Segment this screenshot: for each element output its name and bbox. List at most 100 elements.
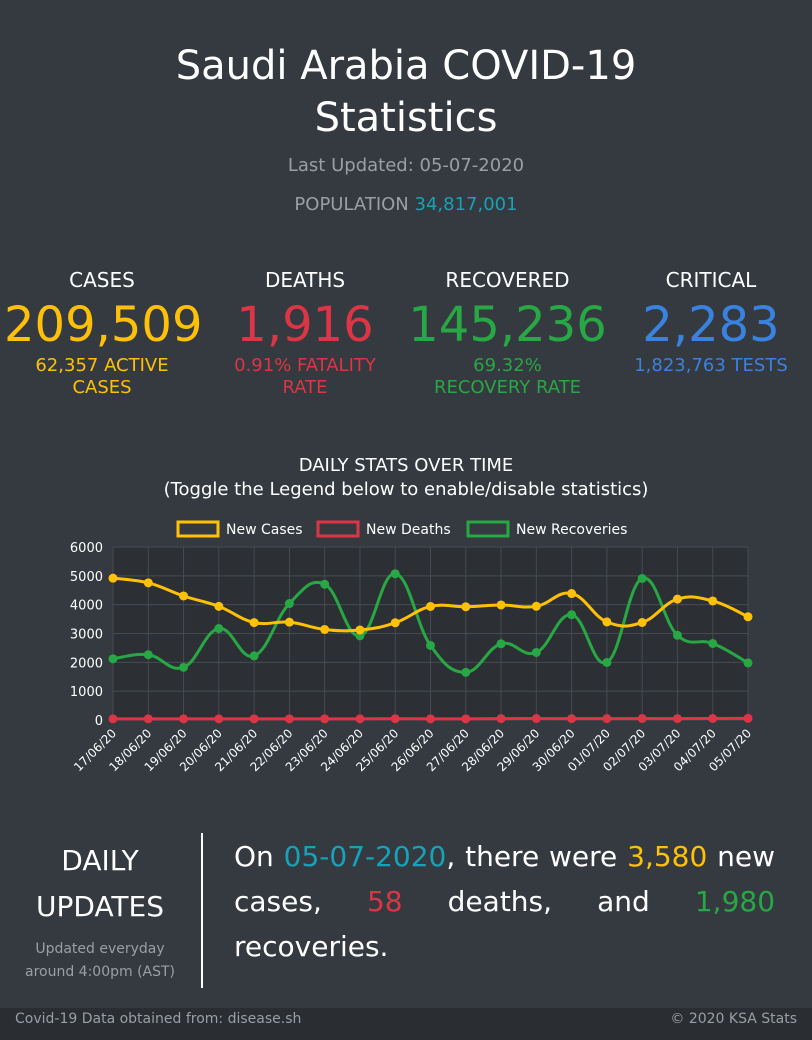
legend-label-new-deaths: New Deaths [366, 522, 451, 538]
summary-there-were: , there were [446, 840, 618, 873]
point-new-recoveries [426, 640, 435, 650]
stat-cases-sub2: CASES [72, 377, 132, 398]
footer: Covid-19 Data obtained from: disease.sh … [0, 1008, 812, 1040]
legend-swatch-new-deaths [316, 520, 360, 538]
daily-stats-chart: 010002000300040005000600017/06/2018/06/2… [70, 520, 754, 774]
point-new-cases [355, 625, 365, 635]
point-new-cases [496, 600, 506, 610]
vertical-divider [201, 833, 203, 988]
point-new-recoveries [743, 658, 753, 668]
stat-deaths-sub1: 0.91% FATALITY [234, 355, 376, 376]
footer-copyright: © 2020 KSA Stats [670, 1011, 797, 1027]
point-new-cases [108, 573, 118, 583]
stat-critical-sub1: 1,823,763 TESTS [634, 355, 788, 376]
point-new-deaths [214, 714, 224, 724]
stat-cases-value: 209,509 [4, 297, 203, 353]
daily-heading-1: DAILY [61, 844, 139, 877]
point-new-recoveries [108, 654, 118, 664]
point-new-cases [390, 618, 400, 628]
stat-recovered-sub1: 69.32% [473, 355, 542, 376]
population-value: 34,817,001 [414, 194, 518, 215]
point-new-recoveries [284, 599, 294, 609]
stat-recovered: RECOVERED 145,236 69.32% RECOVERY RATE [405, 268, 610, 398]
title-line-1: Saudi Arabia COVID-19 [175, 43, 637, 89]
daily-heading-2: UPDATES [36, 890, 164, 923]
point-new-deaths [496, 714, 506, 724]
point-new-recoveries [637, 573, 647, 583]
point-new-recoveries [531, 647, 541, 657]
stat-critical: CRITICAL 2,283 1,823,763 TESTS [620, 268, 802, 376]
stat-deaths-value: 1,916 [236, 297, 374, 353]
legend-label-new-recoveries: New Recoveries [516, 522, 627, 538]
point-new-cases [179, 591, 189, 601]
point-new-cases [531, 601, 541, 611]
stat-cases: CASES 209,509 62,357 ACTIVE CASES [4, 268, 203, 398]
chart-heading: DAILY STATS OVER TIME (Toggle the Legend… [0, 454, 812, 502]
point-new-recoveries [143, 650, 153, 660]
point-new-deaths [672, 714, 682, 724]
stat-recovered-label: RECOVERED [445, 268, 570, 292]
stat-recovered-value: 145,236 [408, 297, 607, 353]
point-new-cases [567, 589, 577, 599]
point-new-cases [461, 602, 471, 612]
point-new-deaths [284, 714, 294, 724]
point-new-recoveries [708, 638, 718, 648]
point-new-deaths [602, 714, 612, 724]
point-new-deaths [143, 714, 153, 724]
point-new-recoveries [249, 651, 259, 661]
y-tick-label: 1000 [70, 685, 103, 700]
title-line-2: Statistics [314, 95, 498, 141]
summary-cases: 3,580 [627, 840, 708, 873]
point-new-recoveries [672, 630, 682, 640]
point-new-deaths [531, 714, 541, 724]
stat-cases-sub1: 62,357 ACTIVE [35, 355, 169, 376]
point-new-recoveries [214, 624, 224, 634]
summary-new-cases: new cases, [234, 840, 776, 918]
point-new-deaths [708, 714, 718, 724]
summary-deaths-and: deaths, and [447, 885, 650, 918]
legend-label-new-cases: New Cases [226, 522, 303, 538]
point-new-recoveries [496, 639, 506, 649]
point-new-cases [672, 594, 682, 604]
point-new-deaths [743, 713, 753, 723]
chart-title: DAILY STATS OVER TIME [298, 455, 514, 476]
summary-date: 05-07-2020 [283, 840, 447, 873]
stat-deaths-sub2: RATE [282, 377, 328, 398]
stat-critical-label: CRITICAL [665, 268, 757, 292]
point-new-cases [708, 596, 718, 606]
daily-note-2: around 4:00pm (AST) [24, 964, 176, 980]
point-new-cases [249, 618, 259, 628]
y-tick-label: 6000 [70, 541, 103, 556]
point-new-recoveries [461, 667, 471, 677]
last-updated: Last Updated: 05-07-2020 [287, 155, 525, 176]
point-new-cases [320, 624, 330, 634]
stat-recovered-sub2: RECOVERY RATE [433, 377, 582, 398]
y-tick-label: 2000 [70, 656, 103, 671]
point-new-cases [426, 601, 435, 611]
stat-deaths-label: DEATHS [264, 268, 346, 292]
population-label: POPULATION [294, 194, 409, 215]
point-new-recoveries [320, 579, 330, 589]
point-new-recoveries [179, 662, 189, 672]
y-tick-label: 4000 [70, 599, 103, 614]
summary-on: On [234, 840, 274, 873]
point-new-cases [143, 578, 153, 588]
point-new-cases [743, 612, 753, 622]
summary-recoveries: 1,980 [694, 885, 776, 918]
footer-source: Covid-19 Data obtained from: disease.sh [15, 1011, 302, 1027]
point-new-cases [284, 617, 294, 627]
point-new-recoveries [602, 657, 612, 667]
stat-deaths: DEATHS 1,916 0.91% FATALITY RATE [210, 268, 400, 398]
point-new-deaths [320, 714, 330, 724]
point-new-recoveries [567, 610, 577, 620]
daily-summary: On 05-07-2020, there were 3,580 new case… [234, 834, 775, 969]
point-new-deaths [390, 714, 400, 724]
y-tick-label: 3000 [70, 628, 103, 643]
legend-swatch-new-cases [176, 520, 220, 538]
daily-updates-box: DAILY UPDATES Updated everyday around 4:… [10, 838, 190, 984]
point-new-deaths [108, 714, 118, 724]
summary-deaths: 58 [366, 885, 403, 918]
point-new-recoveries [390, 569, 400, 579]
legend-swatch-new-recoveries [466, 520, 510, 538]
point-new-deaths [355, 714, 365, 724]
